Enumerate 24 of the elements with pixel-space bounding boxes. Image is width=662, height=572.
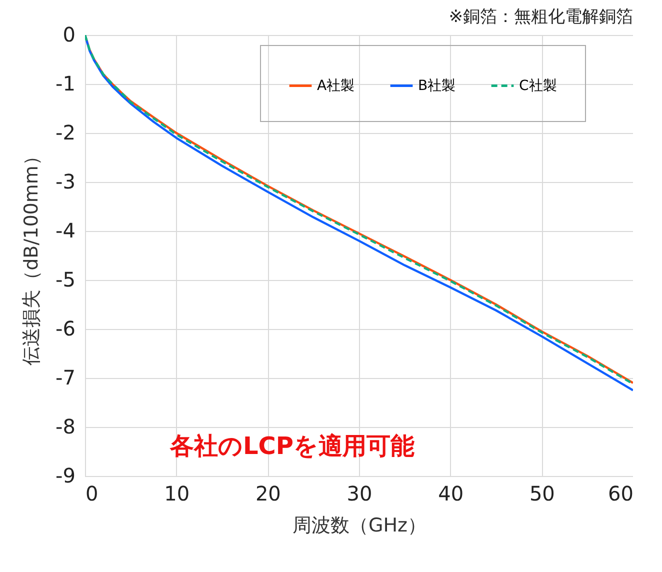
- x-tick-label: 40: [438, 482, 464, 506]
- annotation: 各社のLCPを適用可能: [169, 432, 414, 460]
- legend-label: C社製: [519, 78, 557, 94]
- x-tick-label: 0: [86, 482, 98, 506]
- x-tick-label: 30: [346, 482, 372, 506]
- text: ※銅箔：無粗化電解銅箔: [448, 7, 633, 27]
- y-tick-label: -3: [56, 170, 76, 194]
- y-tick-label: -1: [56, 72, 76, 96]
- y-tick-label: -8: [56, 414, 76, 438]
- legend-label: A社製: [317, 78, 355, 94]
- y-tick-label: -6: [56, 316, 76, 340]
- y-tick-label: 0: [62, 22, 76, 46]
- y-tick-label: -9: [56, 464, 76, 488]
- y-tick-label: -4: [56, 218, 76, 242]
- x-axis-title: 周波数（GHz）: [292, 514, 426, 536]
- y-tick-label: -5: [56, 268, 76, 292]
- x-tick-label: 20: [255, 482, 281, 506]
- y-tick-label: -2: [56, 120, 76, 144]
- x-tick-label: 60: [608, 482, 634, 506]
- y-tick-label: -7: [56, 366, 76, 390]
- x-tick-label: 50: [529, 482, 555, 506]
- x-tick-label: 10: [164, 482, 190, 506]
- legend-label: B社製: [418, 78, 456, 94]
- y-axis-title: 伝送損失（dB/100mm）: [20, 146, 43, 366]
